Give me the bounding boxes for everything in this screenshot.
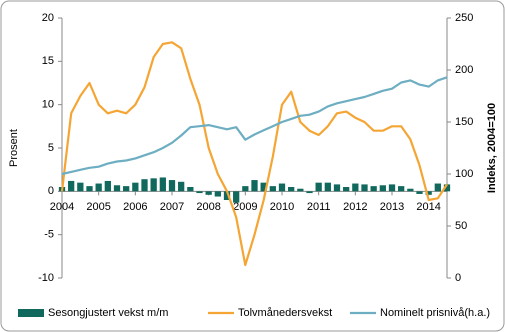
- bar: [233, 191, 240, 203]
- x-tick-label: 2009: [233, 201, 257, 213]
- bar: [242, 186, 249, 192]
- line: [61, 76, 448, 176]
- x-tick-label: 2011: [307, 201, 331, 213]
- bar: [425, 191, 432, 195]
- bar: [379, 185, 386, 192]
- y-tick-label: 15: [42, 55, 54, 67]
- bar: [361, 184, 368, 192]
- bar: [168, 180, 176, 192]
- y2-tick-label: 250: [455, 12, 473, 24]
- bar: [343, 187, 350, 192]
- bar: [288, 187, 295, 192]
- bar: [306, 191, 313, 194]
- bar: [86, 186, 93, 192]
- y-tick-label: 20: [42, 12, 54, 24]
- bar: [113, 185, 121, 192]
- bar: [443, 184, 451, 192]
- line: [60, 41, 448, 267]
- y-axis-label: Prosent: [8, 129, 20, 167]
- bar: [196, 191, 203, 194]
- legend-label: Tolvmånedersvekst: [238, 307, 332, 319]
- bar: [141, 179, 148, 192]
- x-tick-label: 2005: [86, 201, 110, 213]
- bar: [333, 184, 341, 192]
- x-tick-label: 2008: [196, 201, 220, 213]
- bar: [178, 181, 185, 192]
- bar: [159, 177, 166, 192]
- bar: [370, 186, 377, 192]
- bar: [68, 180, 75, 192]
- x-tick-label: 2006: [123, 201, 147, 213]
- y-tick-label: -10: [38, 272, 54, 284]
- x-tick-label: 2012: [343, 201, 367, 213]
- x-tick-label: 2004: [50, 201, 74, 213]
- bar: [104, 180, 111, 192]
- bar: [150, 178, 157, 192]
- y2-tick-label: 150: [455, 116, 473, 128]
- bar: [297, 188, 304, 192]
- bar: [434, 183, 441, 192]
- bar: [324, 182, 331, 192]
- y2-axis-label: Indeks, 2004=100: [486, 103, 498, 193]
- bar: [95, 183, 102, 192]
- bar: [407, 188, 414, 192]
- legend-label: Sesongjustert vekst m/m: [48, 307, 168, 319]
- bar: [223, 191, 231, 200]
- legend-label: Nominelt prisnivå(h.a.): [380, 307, 490, 319]
- bar: [214, 191, 221, 197]
- bar: [205, 191, 212, 195]
- x-tick-label: 2010: [270, 201, 294, 213]
- bar: [123, 186, 130, 192]
- y2-tick-label: 0: [455, 272, 461, 284]
- bar: [278, 183, 286, 192]
- y-tick-label: 5: [48, 142, 54, 154]
- x-tick-label: 2014: [416, 201, 440, 213]
- bar: [269, 186, 276, 192]
- bar: [416, 191, 423, 194]
- bar: [388, 184, 396, 192]
- bar: [77, 182, 84, 192]
- x-tick-label: 2007: [160, 201, 184, 213]
- bar: [251, 180, 258, 192]
- bar: [132, 182, 139, 192]
- bar: [260, 182, 267, 192]
- y-tick-label: 0: [48, 185, 54, 197]
- bar: [398, 186, 405, 192]
- y-tick-label: -5: [44, 229, 54, 241]
- bar: [315, 182, 322, 192]
- y2-tick-label: 100: [455, 168, 473, 180]
- y-tick-label: 10: [42, 99, 54, 111]
- x-tick-label: 2013: [380, 201, 404, 213]
- legend-swatch: [18, 309, 44, 317]
- y2-tick-label: 200: [455, 64, 473, 76]
- bar: [187, 187, 194, 192]
- y2-tick-label: 50: [455, 220, 467, 232]
- bar: [352, 183, 359, 192]
